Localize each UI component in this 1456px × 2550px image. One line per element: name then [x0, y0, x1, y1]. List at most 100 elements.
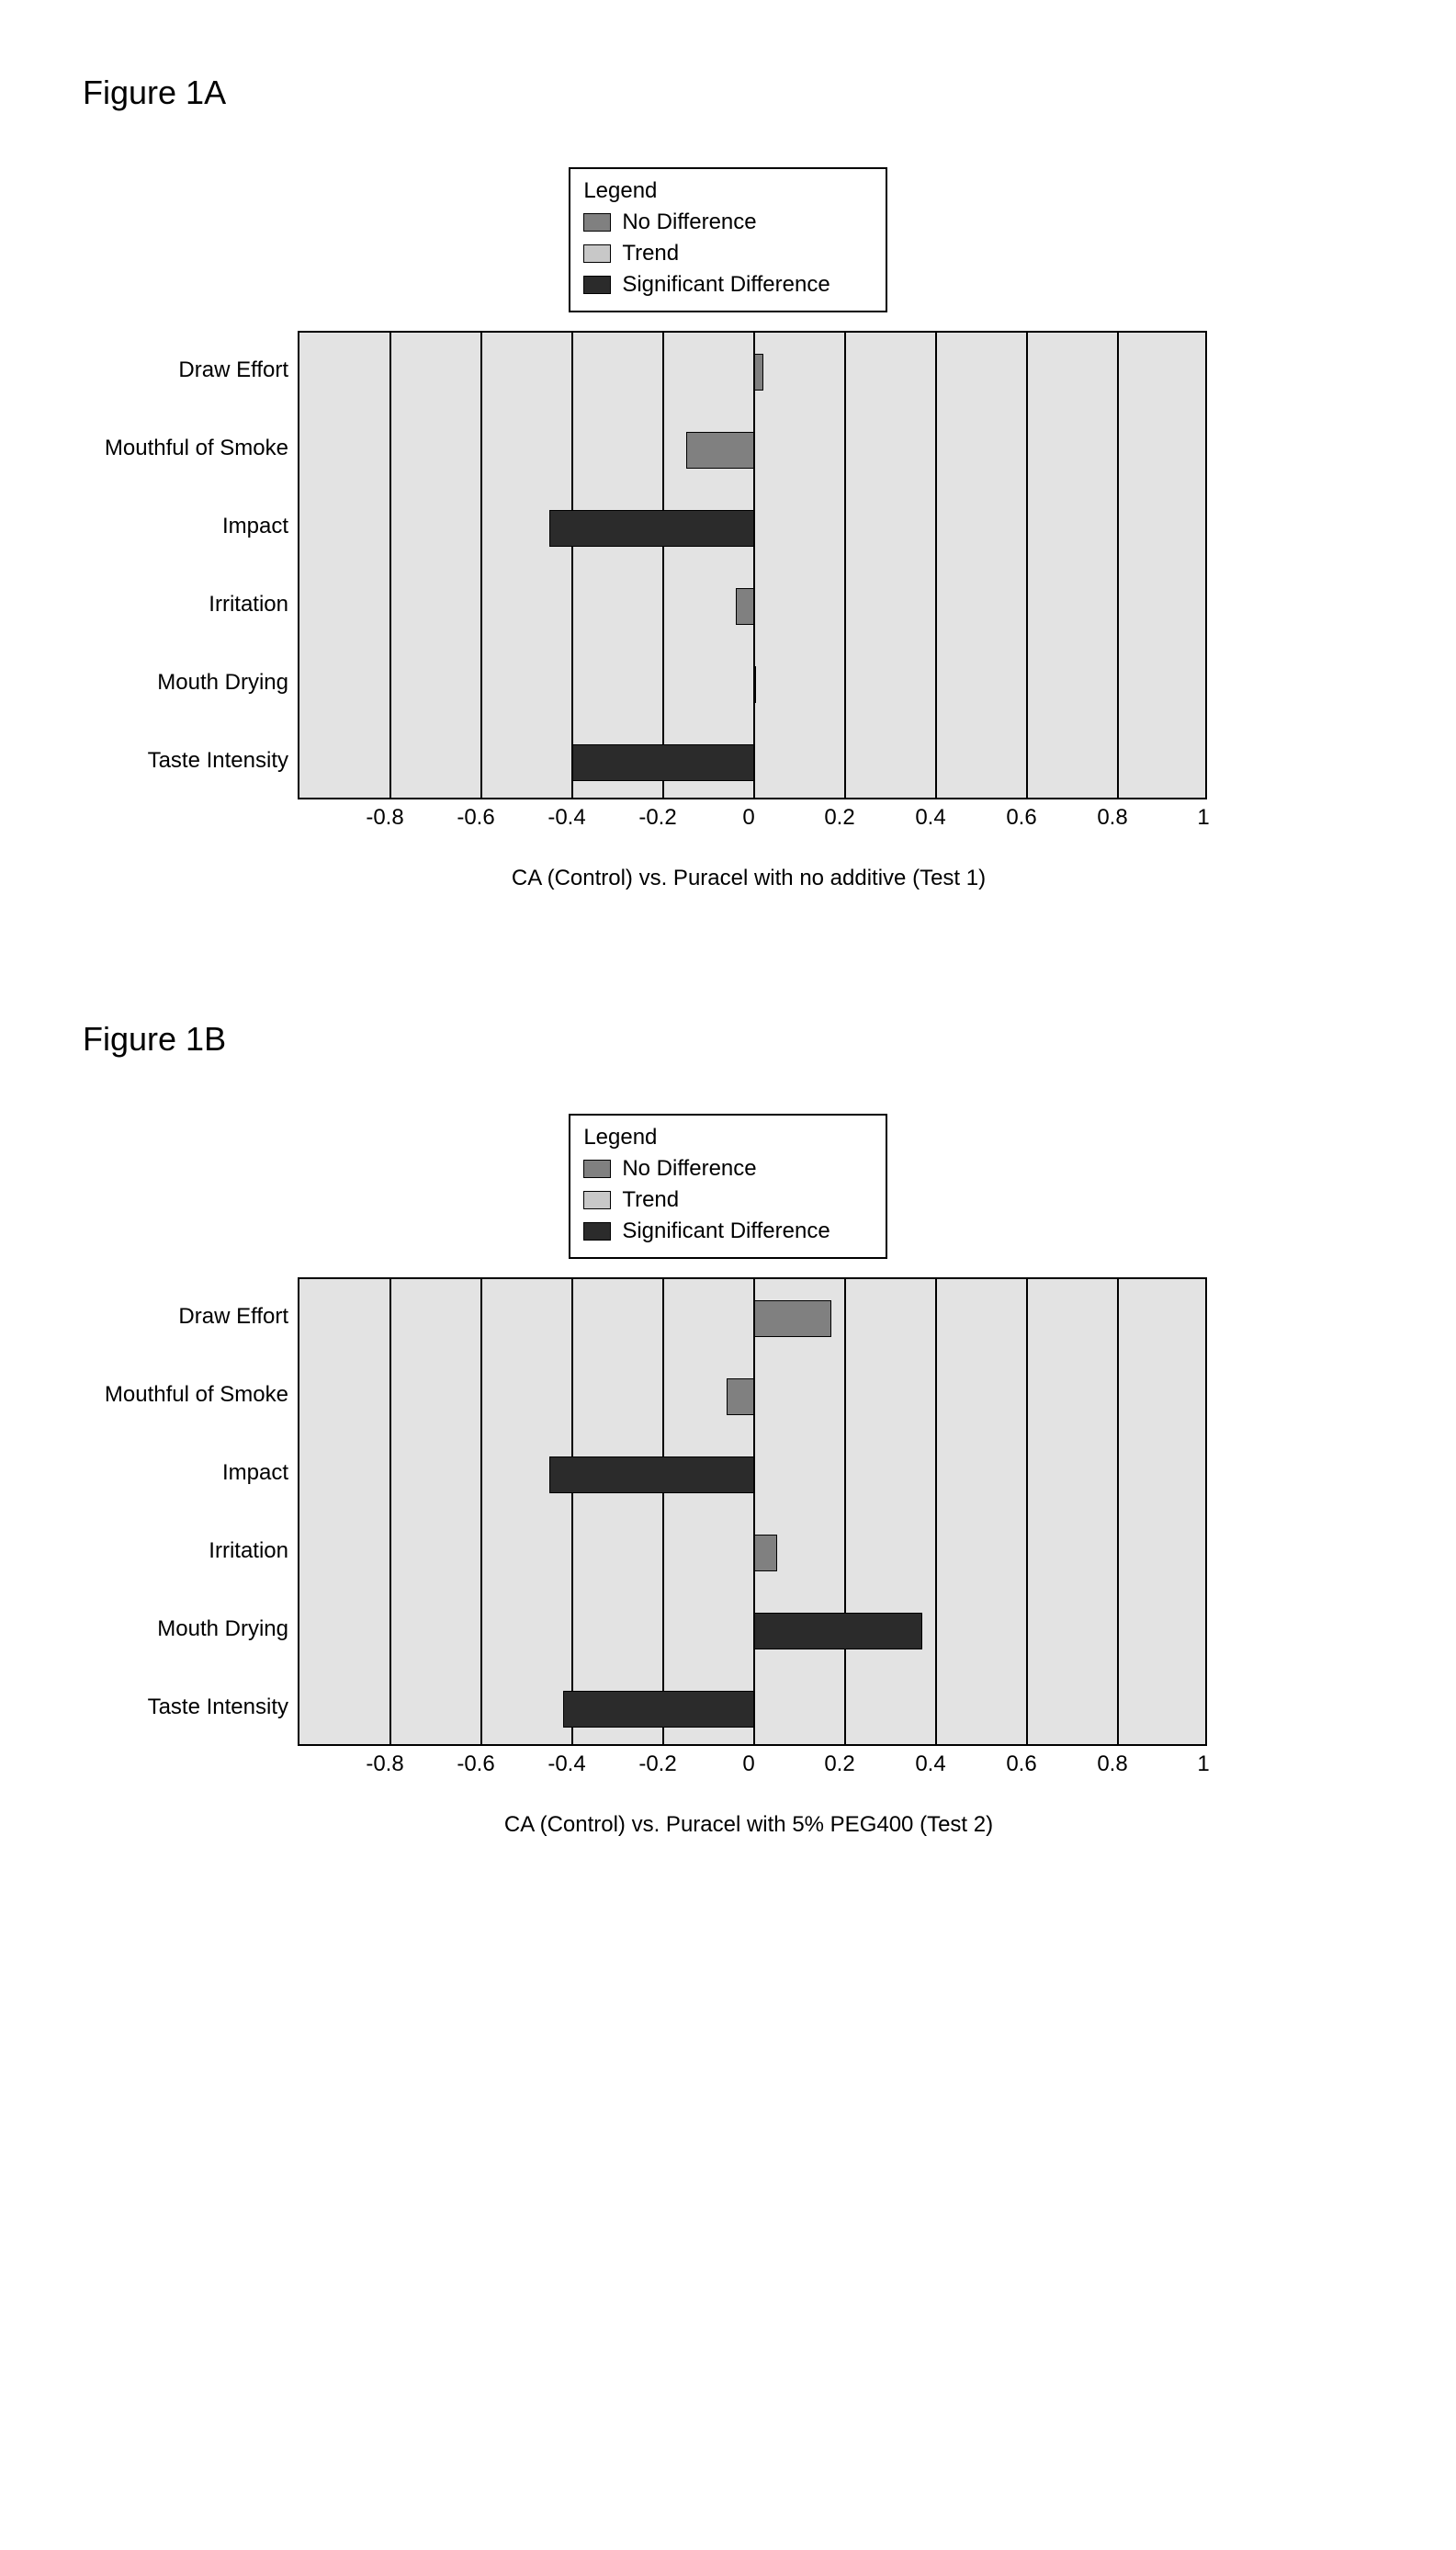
- legend-label: Trend: [622, 1187, 679, 1213]
- chart-body: Draw EffortMouthful of SmokeImpactIrrita…: [83, 1277, 1207, 1746]
- y-axis-label: Impact: [83, 487, 294, 565]
- x-tick-label: 0.2: [824, 1751, 854, 1777]
- bar: [754, 354, 763, 391]
- legend-item: Trend: [583, 241, 830, 266]
- x-axis-column: -0.8-0.6-0.4-0.200.20.40.60.81CA (Contro…: [294, 1751, 1203, 1838]
- x-tick-label: -0.8: [366, 805, 403, 831]
- gridline: [753, 333, 755, 798]
- figure-block: Figure 1A Legend No Difference Trend Signifi…: [83, 74, 1373, 891]
- gridline: [571, 1279, 573, 1744]
- legend-item: No Difference: [583, 210, 830, 235]
- bar: [736, 588, 754, 625]
- y-axis-labels: Draw EffortMouthful of SmokeImpactIrrita…: [83, 1277, 298, 1746]
- x-tick-label: 0.6: [1006, 805, 1036, 831]
- x-axis-title: CA (Control) vs. Puracel with 5% PEG400 …: [294, 1812, 1203, 1838]
- bar: [754, 1535, 777, 1571]
- y-axis-label: Mouthful of Smoke: [83, 409, 294, 487]
- x-axis: -0.8-0.6-0.4-0.200.20.40.60.81CA (Contro…: [83, 1751, 1203, 1838]
- x-tick-label: 0.6: [1006, 1751, 1036, 1777]
- x-tick-label: 0.4: [915, 805, 945, 831]
- bar: [549, 1456, 754, 1493]
- legend-container: Legend No Difference Trend Significant Diff…: [83, 167, 1373, 312]
- plot-area: [298, 1277, 1207, 1746]
- bar: [563, 1691, 754, 1728]
- gridline: [935, 333, 937, 798]
- legend-title: Legend: [583, 1125, 830, 1150]
- legend-item: No Difference: [583, 1156, 830, 1182]
- y-axis-label: Irritation: [83, 565, 294, 643]
- x-tick-label: 0: [742, 1751, 754, 1777]
- legend-title: Legend: [583, 178, 830, 204]
- x-tick-label: -0.2: [638, 1751, 676, 1777]
- figure-title: Figure 1A: [83, 74, 1373, 112]
- x-axis-ticks: -0.8-0.6-0.4-0.200.20.40.60.81: [294, 805, 1203, 833]
- legend-swatch: [583, 276, 611, 294]
- x-tick-label: -0.6: [457, 805, 494, 831]
- x-tick-label: -0.4: [547, 1751, 585, 1777]
- y-axis-label: Taste Intensity: [83, 1668, 294, 1746]
- x-axis-title: CA (Control) vs. Puracel with no additiv…: [294, 866, 1203, 891]
- bar: [572, 744, 754, 781]
- legend-label: No Difference: [622, 1156, 756, 1182]
- figure-block: Figure 1BLegendNo DifferenceTrendSignifi…: [83, 1020, 1373, 1838]
- gridline: [1117, 1279, 1119, 1744]
- y-axis-label: Impact: [83, 1434, 294, 1512]
- gridline: [389, 1279, 391, 1744]
- legend-swatch: [583, 1222, 611, 1241]
- x-tick-label: 0.4: [915, 1751, 945, 1777]
- gridline: [1117, 333, 1119, 798]
- x-axis: -0.8-0.6-0.4-0.200.20.40.60.81CA (Contro…: [83, 805, 1203, 891]
- y-axis-labels: Draw EffortMouthful of SmokeImpactIrrita…: [83, 331, 298, 799]
- gridline: [753, 1279, 755, 1744]
- gridline: [571, 333, 573, 798]
- y-axis-label: Mouthful of Smoke: [83, 1355, 294, 1434]
- legend-swatch: [583, 1160, 611, 1178]
- gridline: [844, 333, 846, 798]
- legend-swatch: [583, 213, 611, 232]
- y-axis-label: Draw Effort: [83, 331, 294, 409]
- x-tick-label: 0: [742, 805, 754, 831]
- y-axis-label: Taste Intensity: [83, 721, 294, 799]
- legend-box: Legend No Difference Trend Significant Diff…: [569, 167, 886, 312]
- bar: [754, 666, 756, 703]
- x-tick-label: -0.8: [366, 1751, 403, 1777]
- gridline: [389, 333, 391, 798]
- gridline: [935, 1279, 937, 1744]
- gridline: [1026, 333, 1028, 798]
- legend-item: Significant Difference: [583, 1218, 830, 1244]
- x-tick-label: 0.8: [1097, 1751, 1127, 1777]
- legend-box: Legend No Difference Trend Significant Diff…: [569, 1114, 886, 1259]
- x-tick-label: -0.4: [547, 805, 585, 831]
- x-tick-label: 0.8: [1097, 805, 1127, 831]
- legend-item: Trend: [583, 1187, 830, 1213]
- gridline: [480, 1279, 482, 1744]
- legend-label: Significant Difference: [622, 272, 830, 298]
- bar: [754, 1300, 831, 1337]
- x-tick-label: -0.2: [638, 805, 676, 831]
- gridline: [844, 1279, 846, 1744]
- x-tick-label: 1: [1197, 805, 1209, 831]
- x-tick-label: 0.2: [824, 805, 854, 831]
- x-tick-label: -0.6: [457, 1751, 494, 1777]
- gridline: [1026, 1279, 1028, 1744]
- chart-body: Draw EffortMouthful of SmokeImpactIrrita…: [83, 331, 1207, 799]
- chart: Draw EffortMouthful of SmokeImpactIrrita…: [83, 1277, 1373, 1838]
- legend-item: Significant Difference: [583, 272, 830, 298]
- gridline: [480, 333, 482, 798]
- plot-area: [298, 331, 1207, 799]
- y-axis-label: Irritation: [83, 1512, 294, 1590]
- legend-label: No Difference: [622, 210, 756, 235]
- x-tick-label: 1: [1197, 1751, 1209, 1777]
- x-axis-column: -0.8-0.6-0.4-0.200.20.40.60.81CA (Contro…: [294, 805, 1203, 891]
- gridline: [662, 333, 664, 798]
- y-axis-label: Mouth Drying: [83, 1590, 294, 1668]
- y-axis-label: Draw Effort: [83, 1277, 294, 1355]
- legend-swatch: [583, 1191, 611, 1209]
- bar: [727, 1378, 754, 1415]
- x-axis-ticks: -0.8-0.6-0.4-0.200.20.40.60.81: [294, 1751, 1203, 1779]
- chart: Draw EffortMouthful of SmokeImpactIrrita…: [83, 331, 1373, 891]
- legend-label: Significant Difference: [622, 1218, 830, 1244]
- bar: [754, 1613, 922, 1649]
- y-axis-label: Mouth Drying: [83, 643, 294, 721]
- bar: [686, 432, 754, 469]
